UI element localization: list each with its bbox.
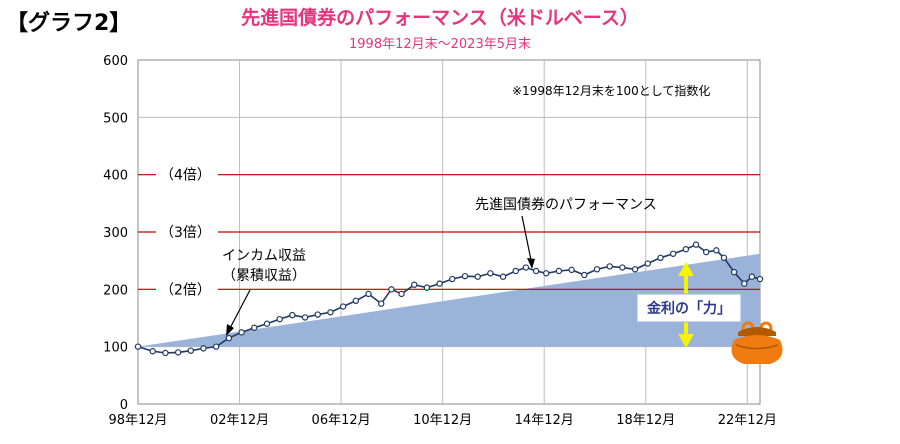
- bond-data-point: [276, 315, 283, 323]
- bond-data-point: [512, 267, 519, 275]
- bond-data-point: [423, 284, 431, 291]
- x-tick-label: 02年12月: [210, 413, 269, 428]
- chart-subtitle: 1998年12月末～2023年5月末: [349, 37, 531, 52]
- bond-data-point: [499, 273, 507, 280]
- income-label-pointer: [227, 289, 251, 333]
- bond-data-point: [174, 349, 182, 356]
- bond-data-point: [149, 348, 156, 355]
- bond-data-point: [713, 247, 720, 254]
- bond-data-point: [339, 303, 347, 310]
- bond-line-layer: [134, 241, 764, 357]
- bond-data-point: [532, 267, 540, 275]
- interest-power-label: 金利の「力」: [646, 300, 731, 317]
- bond-label-pointer: [521, 215, 533, 266]
- reference-label-bg: [156, 164, 218, 185]
- bond-data-point: [644, 260, 651, 267]
- index-note: ※1998年12月末を100として指数化: [512, 83, 710, 98]
- bond-data-point: [487, 270, 494, 277]
- bond-data-point: [289, 311, 296, 319]
- bond-data-point: [436, 280, 443, 287]
- bond-data-point: [378, 300, 385, 307]
- bond-label-arrowhead: [527, 258, 535, 269]
- bond-data-point: [200, 345, 207, 352]
- bond-data-point: [730, 268, 738, 276]
- bond-data-point: [748, 273, 756, 280]
- bond-data-point: [327, 309, 334, 316]
- chart-title: 先進国債券のパフォーマンス（米ドルベース）: [241, 6, 639, 29]
- income-label-arrowhead: [226, 324, 234, 336]
- bond-data-point: [555, 267, 563, 275]
- bond-data-point: [411, 281, 418, 288]
- bond-data-point: [657, 254, 664, 261]
- axes: 0 100 200 300 400 500 600 98年12月 02年12月 06年12月 10年…: [103, 54, 777, 428]
- reference-label: （2倍）: [160, 282, 211, 298]
- y-tick-label: 400: [103, 169, 128, 184]
- bond-data-point: [314, 311, 321, 318]
- bond-data-point: [162, 349, 169, 357]
- bond-data-point: [225, 334, 233, 342]
- bond-data-point: [365, 290, 372, 298]
- bond-data-point: [631, 266, 639, 273]
- bond-data-point: [741, 280, 748, 287]
- income-label-line2: （累積収益）: [222, 268, 306, 284]
- bond-data-point: [461, 272, 469, 280]
- reference-lines: （2倍） （3倍） （4倍）: [138, 164, 760, 300]
- interest-power-box: [636, 293, 742, 323]
- y-tick-label: 0: [120, 398, 128, 413]
- reference-label-bg: [156, 222, 218, 242]
- y-tick-label: 100: [103, 341, 128, 356]
- x-tick-label: 06年12月: [312, 413, 371, 428]
- bond-data-point: [606, 263, 613, 270]
- reference-label: （4倍）: [160, 168, 211, 184]
- bond-data-point: [692, 241, 700, 248]
- x-tick-label: 98年12月: [108, 413, 167, 428]
- y-tick-label: 200: [103, 283, 128, 298]
- x-tick-label: 10年12月: [413, 413, 472, 428]
- bond-data-point: [449, 275, 456, 283]
- bond-data-point: [581, 271, 588, 279]
- figure-tag: 【グラフ2】: [6, 10, 131, 36]
- bond-data-point: [352, 297, 360, 304]
- bond-performance-label: 先進国債券のパフォーマンス: [475, 197, 657, 213]
- reference-label-bg: [156, 279, 218, 300]
- bond-data-point: [251, 324, 258, 331]
- bond-data-point: [702, 248, 710, 256]
- y-tick-label: 600: [103, 54, 128, 69]
- income-area-layer: [138, 253, 760, 347]
- bond-data-point: [263, 320, 271, 327]
- bond-data-point: [593, 266, 601, 273]
- bond-data-point: [187, 347, 195, 354]
- purse-icon: [731, 321, 783, 364]
- bond-data-point: [522, 264, 530, 271]
- x-tick-label: 22年12月: [718, 413, 777, 428]
- bond-data-point: [388, 286, 395, 293]
- bond-data-point: [301, 314, 309, 321]
- bond-data-point: [720, 254, 728, 261]
- bond-data-point: [669, 250, 677, 257]
- bond-data-point: [619, 264, 626, 271]
- bond-data-point: [474, 273, 481, 280]
- bond-data-point: [398, 290, 405, 298]
- income-label-line1: インカム収益: [222, 248, 306, 264]
- bond-data-point: [568, 266, 575, 274]
- y-tick-label: 300: [103, 226, 128, 241]
- x-tick-label: 14年12月: [515, 413, 574, 428]
- bond-data-point: [238, 329, 245, 336]
- y-tick-label: 500: [103, 111, 128, 126]
- income-area: [138, 253, 760, 347]
- bond-data-point: [212, 343, 220, 350]
- reference-label: （3倍）: [160, 225, 211, 241]
- bond-data-point: [543, 270, 550, 277]
- bond-data-point: [756, 275, 764, 283]
- x-tick-label: 18年12月: [616, 413, 675, 428]
- bond-data-point: [682, 245, 690, 253]
- bond-data-point: [134, 343, 142, 350]
